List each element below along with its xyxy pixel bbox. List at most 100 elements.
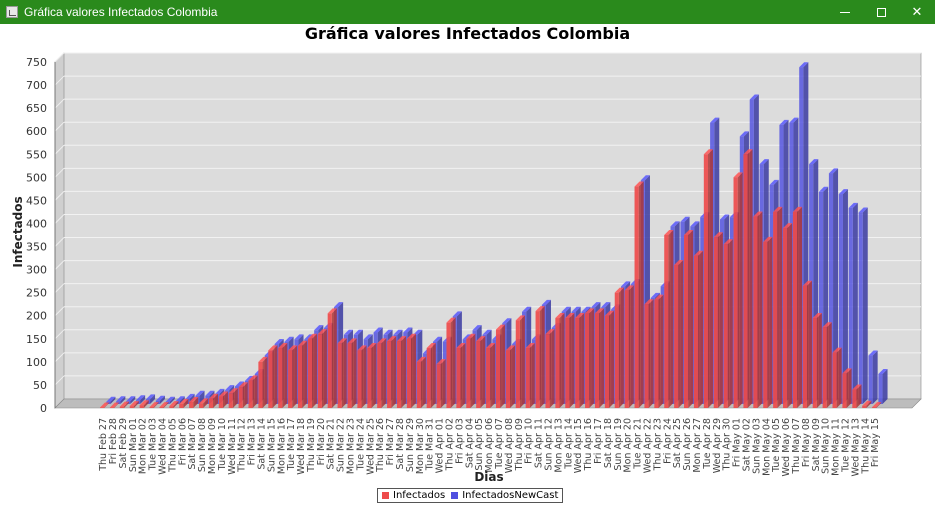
bar-top [571,306,581,312]
bar-side [120,396,126,404]
bar-top [789,117,799,123]
bar-top [165,396,175,402]
bar-top [248,375,258,381]
bar-top [373,327,383,333]
bar-top [693,250,704,256]
x-tick-label: Mon May 04 [761,418,772,476]
bar-top [357,345,367,351]
x-tick-label: Fri May 15 [870,418,881,467]
bar-side [500,324,506,408]
bar-infectados [436,364,441,408]
bar-infectados [307,338,313,408]
bar-infectados [634,186,639,408]
y-tick-label: 150 [26,333,47,346]
bar-side [150,394,156,404]
bar-top [723,239,733,245]
bar-infectados [377,343,382,408]
bar-side [599,308,605,408]
x-tick-label: Thu Apr 02 [445,418,456,471]
x-tick-label: Fri May 01 [732,418,743,467]
bar-newcast [828,173,834,404]
bar-top [581,306,591,312]
x-tick-label: Tue Mar 31 [425,418,436,471]
bar-top [228,388,238,394]
close-icon: ✕ [911,4,923,19]
bar-top [215,388,225,394]
bar-side [529,343,535,408]
x-tick-label: Sun Apr 26 [682,418,693,471]
x-tick-label: Sat Mar 21 [326,418,337,470]
bar-infectados [733,177,738,408]
bar-side [371,343,377,408]
bar-top [654,294,664,300]
bar-side [460,343,466,408]
bar-infectados [644,304,649,408]
bar-side [341,338,347,408]
java-app-icon [6,6,18,18]
bar-side [737,172,743,408]
bar-infectados [238,387,243,408]
bar-top [129,401,139,407]
bar-infectados [872,407,877,408]
bar-top [802,280,812,286]
window-titlebar: Gráfica valores Infectados Colombia ✕ [0,0,935,24]
bar-top [872,402,882,408]
x-tick-label: Fri Apr 17 [593,418,604,464]
x-tick-label: Sun Mar 08 [197,418,208,472]
bar-top [238,382,248,388]
bar-top [594,308,605,314]
bar-side [833,168,839,404]
maximize-button[interactable] [863,0,899,24]
bar-side [698,250,704,408]
x-tick-label: Thu Mar 26 [375,418,386,473]
x-tick-label: Wed May 06 [781,418,792,476]
x-tick-label: Fri Mar 20 [316,418,327,465]
bar-top [139,400,149,406]
bar-top [486,343,496,349]
bar-top [126,396,136,402]
bar-side [199,390,205,404]
x-tick-label: Tue Apr 28 [702,418,713,470]
x-tick-label: Fri Apr 24 [662,418,673,464]
bar-top [862,400,872,406]
close-button[interactable]: ✕ [899,0,935,24]
x-tick-label: Sun Mar 29 [405,418,416,472]
gridline-wall [54,75,65,86]
chart-legend: Infectados InfectadosNewCast [377,488,564,503]
gridline-wall [54,121,65,132]
bar-top [818,186,829,192]
y-tick-label: 550 [26,148,47,161]
y-tick-label: 600 [26,125,47,138]
bar-infectados [783,228,788,408]
bar-infectados [703,154,708,408]
x-tick-label: Thu Feb 27 [98,418,109,472]
minimize-button[interactable] [827,0,863,24]
bar-top [225,385,235,391]
x-tick-label: Sun Apr 05 [474,418,485,471]
bar-side [104,402,110,408]
bar-side [767,236,773,408]
x-tick-label: Tue May 05 [771,418,782,473]
bar-side [470,333,476,408]
bar-infectados [278,348,283,408]
bar-infectados [387,341,392,408]
bar-infectados [337,343,342,408]
bar-top [258,356,268,362]
bar-infectados [792,211,798,408]
bar-top [522,306,532,312]
bar-top [624,285,634,291]
bar-infectados [327,313,332,408]
bar-infectados [288,350,293,408]
bar-side [846,368,852,408]
bar-top [749,94,759,100]
bar-infectados [693,255,699,408]
bar-top [116,396,126,402]
bar-top [109,402,120,408]
bar-side [331,308,337,408]
bar-infectados [228,393,233,408]
gridline-wall [54,306,65,317]
legend-label-newcast: InfectadosNewCast [462,490,559,501]
bar-infectados [347,343,352,408]
bar-top [106,396,116,402]
y-tick-label: 450 [26,194,47,207]
